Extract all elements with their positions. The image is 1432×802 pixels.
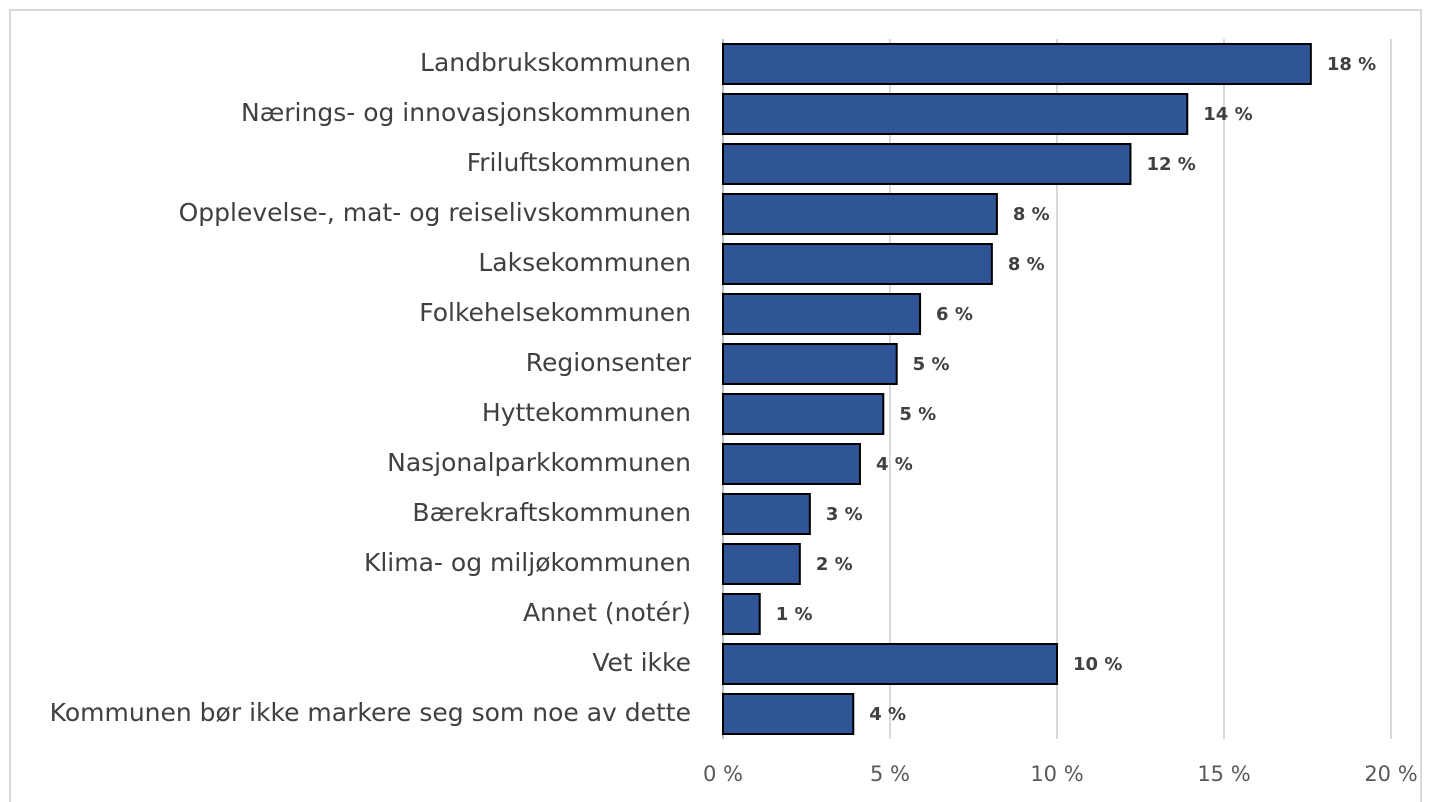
bar (722, 93, 1189, 135)
y-tick-label: Folkehelsekommunen (419, 298, 691, 327)
bar (722, 493, 811, 535)
y-tick-label: Kommunen bør ikke markere seg som noe av… (50, 698, 691, 727)
bar (722, 243, 993, 285)
bar (722, 143, 1132, 185)
chart-border (9, 9, 1422, 802)
bar (722, 343, 898, 385)
y-tick-label: Nasjonalparkkommunen (387, 448, 691, 477)
y-tick-label: Klima- og miljøkommunen (364, 548, 691, 577)
value-label: 12 % (1146, 154, 1195, 175)
value-label: 5 % (899, 404, 936, 425)
y-tick-label: Hyttekommunen (482, 398, 691, 427)
value-label: 4 % (876, 454, 913, 475)
value-label: 14 % (1203, 104, 1252, 125)
value-label: 8 % (1008, 254, 1045, 275)
y-tick-label: Laksekommunen (478, 248, 691, 277)
bar (722, 693, 855, 735)
x-tick-label: 15 % (1197, 762, 1250, 786)
value-label: 1 % (776, 604, 813, 625)
bar (722, 193, 998, 235)
y-tick-label: Vet ikke (592, 648, 691, 677)
x-tick-label: 0 % (703, 762, 743, 786)
x-tick-label: 10 % (1030, 762, 1083, 786)
value-label: 5 % (913, 354, 950, 375)
y-tick-label: Nærings- og innovasjonskommunen (241, 98, 691, 127)
value-label: 10 % (1073, 654, 1122, 675)
y-tick-label: Regionsenter (526, 348, 692, 377)
y-tick-label: Bærekraftskommunen (412, 498, 691, 527)
x-tick-label: 5 % (870, 762, 910, 786)
bar (722, 43, 1312, 85)
value-label: 18 % (1327, 54, 1376, 75)
value-label: 2 % (816, 554, 853, 575)
bar (722, 443, 861, 485)
x-tick-label: 20 % (1364, 762, 1417, 786)
bar (722, 293, 922, 335)
bar (722, 393, 885, 435)
y-tick-label: Opplevelse-, mat- og reiselivskommunen (179, 198, 691, 227)
y-tick-label: Annet (notér) (523, 598, 691, 627)
value-label: 4 % (869, 704, 906, 725)
value-label: 6 % (936, 304, 973, 325)
y-tick-label: Landbrukskommunen (420, 48, 691, 77)
bar (722, 593, 761, 635)
y-tick-label: Friluftskommunen (467, 148, 691, 177)
value-label: 3 % (826, 504, 863, 525)
bar (722, 543, 801, 585)
bar (722, 643, 1058, 685)
value-label: 8 % (1013, 204, 1050, 225)
